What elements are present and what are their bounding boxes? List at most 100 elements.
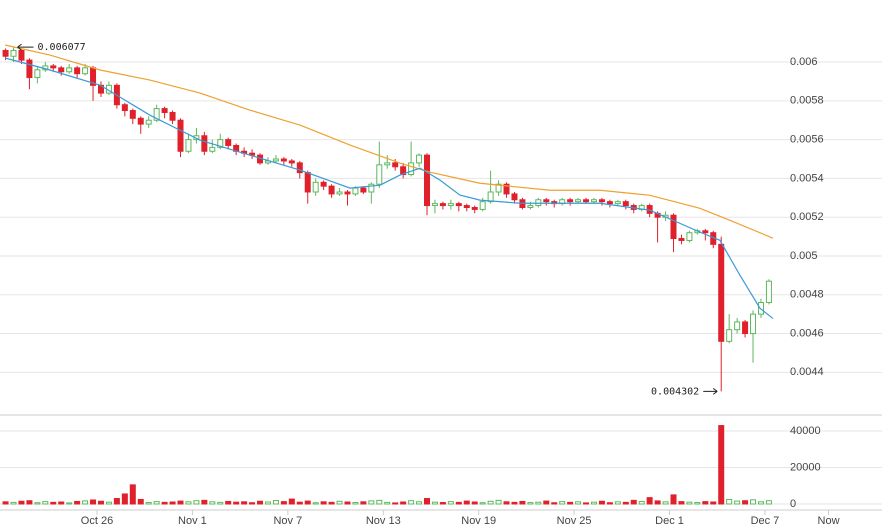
volume-bar (543, 500, 550, 505)
candle-body (408, 162, 415, 176)
volume-bar (288, 498, 295, 505)
candle-body (161, 108, 168, 113)
candle-body (225, 139, 232, 146)
volume-bar (352, 502, 359, 505)
volume-bar (241, 501, 248, 505)
candle-body (495, 183, 502, 193)
annotation-arrow (703, 387, 718, 395)
volume-bar (177, 500, 184, 505)
annotation-arrow (17, 43, 34, 51)
volume-bar (368, 500, 375, 505)
volume-bar (74, 500, 81, 505)
volume-bar (424, 498, 431, 505)
candle-body (439, 203, 446, 207)
candle-body (750, 313, 757, 335)
candle-body (304, 172, 311, 193)
volume-bar (551, 502, 558, 505)
candle-body (145, 119, 152, 125)
candle-body (2, 49, 9, 57)
volume-tick-label: 0 (790, 498, 796, 510)
volume-bar (272, 500, 279, 505)
volume-bar (535, 501, 542, 505)
volume-bar (58, 501, 65, 505)
volume-bar (320, 501, 327, 505)
candle-body (726, 329, 733, 342)
volume-bar (630, 499, 637, 505)
volume-bar (710, 501, 717, 505)
candle-body (312, 181, 319, 193)
candle-body (479, 201, 486, 210)
candle-body (336, 191, 343, 195)
candle-body (583, 199, 590, 203)
candle-body (137, 117, 144, 125)
volume-bar (575, 501, 582, 505)
volume-bar (495, 499, 502, 505)
candle-body (718, 243, 725, 342)
volume-bar (614, 501, 621, 505)
volume-bar (161, 501, 168, 505)
candle-body (503, 183, 510, 195)
candle-body (455, 203, 462, 207)
x-tick-label: Nov 1 (178, 515, 207, 527)
candle-body (614, 201, 621, 205)
volume-bar (105, 501, 112, 505)
volume-bar (455, 501, 462, 505)
candle-body (169, 111, 176, 121)
volume-bar (718, 425, 725, 505)
volume-bar (750, 499, 757, 505)
candle-body (121, 104, 128, 112)
candle-body (272, 158, 279, 162)
volume-bar (257, 500, 264, 505)
volume-bar (34, 502, 41, 505)
y-tick-label: 0.0054 (790, 172, 824, 184)
volume-bar (384, 501, 391, 505)
volume-bar (328, 501, 335, 505)
x-tick-label: Nov 13 (366, 515, 401, 527)
y-tick-label: 0.0044 (790, 366, 824, 378)
volume-bar (209, 501, 216, 505)
candle-body (590, 199, 597, 203)
candle-body (463, 205, 470, 208)
volume-bar (527, 502, 534, 505)
volume-bar (598, 500, 605, 505)
volume-bar (344, 501, 351, 505)
annotation: 0.004302 (651, 386, 699, 397)
volume-bar (2, 501, 9, 505)
candle-body (598, 199, 605, 203)
volume-bar (590, 501, 597, 505)
volume-bar (121, 493, 128, 505)
candle-body (288, 160, 295, 164)
volume-bar (702, 501, 709, 505)
volume-bar (145, 502, 152, 505)
candle-body (678, 238, 685, 241)
candle-body (185, 139, 192, 152)
x-tick-label: Nov 19 (461, 515, 496, 527)
volume-bar (376, 499, 383, 505)
y-tick-label: 0.0052 (790, 211, 824, 223)
volume-bar (129, 484, 136, 505)
volume-bar (765, 500, 772, 505)
candle-body (209, 146, 216, 152)
volume-bar (742, 500, 749, 505)
candle-body (360, 187, 367, 193)
x-tick-label: Now (818, 515, 840, 527)
volume-tick-label: 20000 (790, 461, 821, 473)
volume-bar (471, 501, 478, 505)
volume-bar (567, 501, 574, 505)
candle-body (606, 201, 613, 205)
volume-bar (10, 501, 17, 505)
candle-body (622, 201, 629, 207)
volume-tick-label: 40000 (790, 425, 821, 437)
y-tick-label: 0.005 (790, 250, 818, 262)
candle-body (217, 139, 224, 148)
candle-body (177, 119, 184, 152)
volume-bar (153, 501, 160, 505)
candle-body (26, 59, 33, 79)
volume-bar (726, 498, 733, 505)
volume-bar (169, 501, 176, 505)
moving-average-line (4, 57, 774, 319)
volume-bar (670, 494, 677, 505)
volume-bar (304, 500, 311, 505)
